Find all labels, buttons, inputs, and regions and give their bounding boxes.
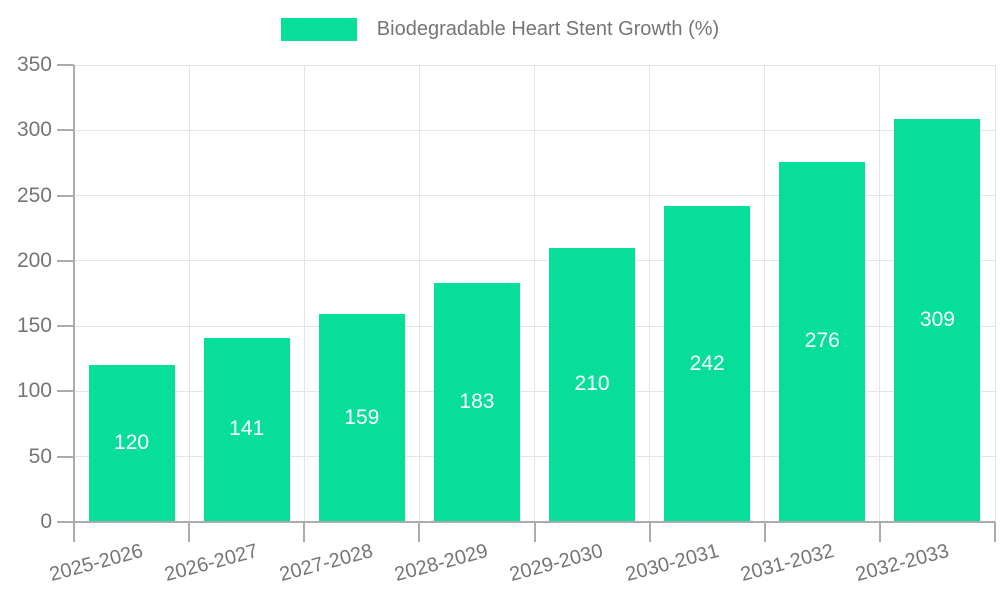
- bar-value-label: 276: [804, 329, 840, 353]
- x-axis-category-label: 2028-2029: [392, 540, 491, 587]
- y-axis-tick-label: 150: [16, 314, 52, 338]
- x-axis-tick: [73, 522, 75, 542]
- bar-value-label: 159: [344, 405, 380, 429]
- y-axis-tick-label: 300: [16, 118, 52, 142]
- x-axis-tick: [533, 522, 536, 542]
- bar-2025-2026: 120: [88, 365, 175, 521]
- gridline-vertical: [994, 65, 996, 522]
- x-axis-category-label: 2026-2027: [162, 540, 261, 587]
- y-axis-tick: [57, 259, 74, 262]
- x-axis-tick: [648, 522, 651, 542]
- y-axis-tick: [57, 64, 74, 66]
- x-axis-tick: [878, 522, 881, 542]
- bar-value-label: 242: [689, 351, 725, 375]
- x-axis-category-label: 2027-2028: [277, 540, 376, 587]
- y-axis-line: [73, 65, 75, 523]
- x-axis-tick: [188, 522, 191, 542]
- legend-label: Biodegradable Heart Stent Growth (%): [376, 18, 720, 40]
- y-axis-tick: [57, 521, 74, 523]
- x-axis-tick: [763, 522, 766, 542]
- y-axis-tick: [57, 455, 74, 458]
- bar-2032-2033: 309: [894, 118, 981, 521]
- bar-value-label: 183: [459, 390, 495, 414]
- gridline-vertical: [764, 65, 766, 522]
- bar-value-label: 141: [229, 417, 265, 441]
- bar-value-label: 120: [114, 431, 150, 455]
- x-axis-category-label: 2030-2031: [622, 540, 721, 587]
- x-axis-tick: [994, 522, 996, 542]
- gridline-vertical: [534, 65, 535, 522]
- x-axis-category-label: 2032-2033: [853, 540, 952, 587]
- y-axis-tick-label: 100: [16, 379, 52, 403]
- bar-2030-2031: 242: [664, 206, 751, 521]
- legend[interactable]: Biodegradable Heart Stent Growth (%): [0, 18, 1000, 41]
- bar-value-label: 309: [919, 307, 955, 331]
- bar-2031-2032: 276: [779, 161, 866, 521]
- bar-2027-2028: 159: [318, 314, 405, 521]
- y-axis-tick: [57, 325, 74, 328]
- x-axis-tick: [418, 522, 421, 542]
- bar-2029-2030: 210: [549, 247, 636, 521]
- gridline-vertical: [649, 65, 651, 522]
- y-axis-tick: [57, 129, 74, 132]
- x-axis-line: [73, 521, 995, 523]
- y-axis-tick-label: 50: [28, 444, 52, 468]
- x-axis-tick: [303, 522, 306, 542]
- gridline-vertical: [303, 65, 305, 522]
- bar-2028-2029: 183: [433, 283, 520, 521]
- x-axis-category-label: 2031-2032: [737, 540, 837, 587]
- bar-value-label: 210: [574, 372, 610, 396]
- y-axis-tick: [57, 390, 74, 393]
- x-axis-category-label: 2025-2026: [47, 540, 146, 587]
- y-axis-tick-label: 350: [16, 53, 52, 76]
- y-axis-tick: [57, 194, 74, 197]
- legend-swatch[interactable]: [280, 18, 357, 41]
- gridline-vertical: [418, 65, 420, 522]
- bar-2026-2027: 141: [203, 337, 290, 521]
- y-axis-tick-label: 200: [16, 248, 52, 272]
- x-axis-category-label: 2029-2030: [507, 540, 606, 587]
- gridline-vertical: [188, 65, 190, 522]
- y-axis-tick-label: 0: [40, 510, 52, 533]
- gridline-vertical: [879, 65, 881, 522]
- y-axis-tick-label: 250: [16, 183, 52, 207]
